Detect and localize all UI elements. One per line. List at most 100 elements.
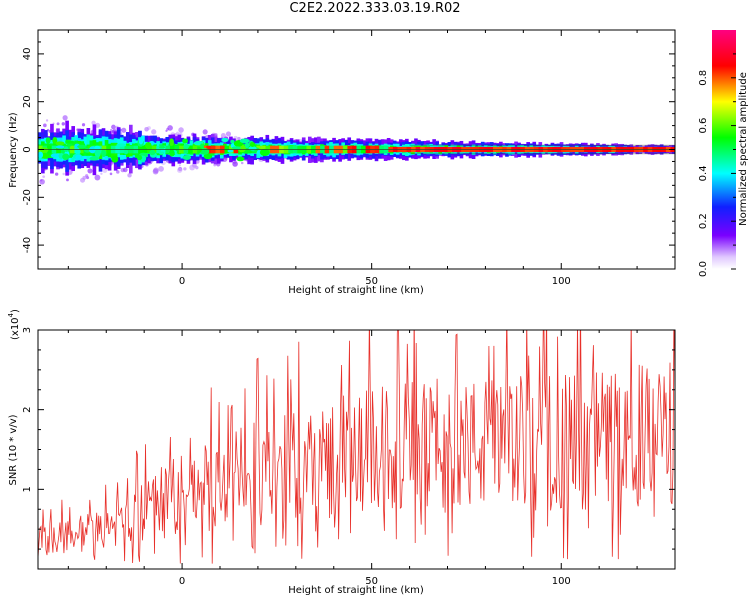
spectrogram-blob <box>227 149 234 153</box>
spectrogram-blob <box>203 153 213 160</box>
spectrogram-speckle <box>177 167 183 173</box>
spectrogram-speckle <box>167 125 173 131</box>
spectrogram-blob <box>77 144 87 149</box>
spectrogram-blob <box>231 146 241 150</box>
snr-multiplier-exponent: 4 <box>7 312 15 317</box>
spectrogram-blob <box>149 149 156 156</box>
x-tick-label: 50 <box>365 276 378 287</box>
spectrogram-ticks: 0 50 100 -40 -20 0 20 40 <box>22 30 676 287</box>
spectrogram-blob <box>62 153 70 161</box>
spectrogram-heatmap <box>38 115 679 185</box>
spectrogram-cell <box>675 145 679 153</box>
spectrogram-blob <box>236 156 245 162</box>
spectrogram-cell <box>675 147 679 152</box>
spectrogram-blob <box>159 151 165 155</box>
spectrogram-speckle <box>39 178 45 185</box>
spectrogram-blob <box>182 138 189 144</box>
spectrogram-speckle <box>55 172 59 176</box>
snr-ticks: 0 50 100 1 2 3 <box>22 327 676 587</box>
spectrogram-blob <box>116 143 127 147</box>
y-tick-label: 20 <box>22 95 33 108</box>
spectrogram-blob <box>182 154 192 160</box>
spectrogram-speckle <box>195 165 199 170</box>
spectrogram-speckle <box>183 167 187 171</box>
spectrogram-blob <box>221 137 229 143</box>
spectrogram-speckle <box>111 124 116 130</box>
spectrogram-speckle <box>122 167 128 173</box>
spectrogram-speckle <box>85 174 89 178</box>
spectrogram-blob <box>237 144 246 153</box>
spectrogram-speckle <box>100 172 103 175</box>
spectrogram-blob <box>136 155 143 161</box>
spectrogram-x-axis-label: Height of straight line (km) <box>288 285 424 296</box>
spectrogram-blob <box>75 154 82 161</box>
spectrogram-speckle <box>66 178 69 182</box>
spectrogram-blob <box>145 142 152 149</box>
spectrogram-speckle <box>240 161 244 165</box>
spectrogram-speckle <box>127 173 132 178</box>
snr-panel: 0 50 100 1 2 3 Height of straight line (km) S… <box>7 309 676 596</box>
spectrogram-blob <box>66 140 75 144</box>
spectrogram-speckle <box>94 174 101 181</box>
spectrogram-speckle <box>45 119 49 122</box>
spectrogram-speckle <box>121 127 127 133</box>
spectrogram-blob <box>101 149 107 158</box>
spectrogram-speckle <box>62 172 65 176</box>
colorbar-tick-label: 0.4 <box>698 165 709 181</box>
spectrogram-speckle <box>82 175 87 180</box>
spectrogram-blob <box>89 156 99 161</box>
snr-x-tick-label: 100 <box>552 576 571 587</box>
snr-multiplier-base: (x10 <box>10 317 21 340</box>
spectrogram-blob <box>38 151 44 159</box>
spectrogram-speckle <box>144 126 149 132</box>
spectrogram-speckle <box>152 168 159 175</box>
snr-series-line <box>38 330 675 564</box>
spectrogram-speckle <box>109 172 113 176</box>
spectrogram-blob <box>239 138 250 144</box>
spectrogram-speckle <box>91 120 96 125</box>
spectrogram-speckle <box>178 127 184 133</box>
spectrogram-speckle <box>81 123 86 127</box>
spectrogram-blob <box>249 142 256 147</box>
snr-multiplier-close: ) <box>10 309 21 313</box>
spectrogram-speckle <box>116 170 120 174</box>
spectrogram-speckle <box>176 131 179 135</box>
spectrogram-panel: 0 50 100 -40 -20 0 20 40 Height of straight lin… <box>8 29 679 296</box>
snr-y-tick-label: 1 <box>22 486 33 492</box>
spectrogram-speckle <box>232 161 238 167</box>
spectrogram-blob <box>230 139 235 144</box>
spectrogram-blob <box>244 141 249 149</box>
spectrogram-cell <box>675 147 679 152</box>
spectrogram-speckle <box>109 128 113 132</box>
snr-y-multiplier: (x104) <box>7 309 21 340</box>
spectrogram-speckle <box>158 166 164 172</box>
spectrogram-speckle <box>165 129 168 133</box>
spectrogram-blob <box>50 153 60 158</box>
spectrogram-speckle <box>61 122 66 126</box>
spectrogram-blob <box>111 155 119 163</box>
spectrogram-blob <box>55 145 65 149</box>
snr-x-axis-label: Height of straight line (km) <box>288 585 424 596</box>
spectrogram-speckle <box>237 136 241 141</box>
spectrogram-speckle <box>62 115 68 121</box>
spectrogram-speckle <box>225 131 232 137</box>
spectrogram-speckle <box>56 122 60 126</box>
colorbar-tick-label: 0.0 <box>698 261 709 277</box>
snr-y-tick-label: 2 <box>22 406 33 412</box>
chart-title: C2E2.2022.333.03.19.R02 <box>289 1 461 16</box>
svg-text:(x104): (x104) <box>7 309 21 340</box>
spectrogram-blob <box>74 148 81 155</box>
spectrogram-blob <box>94 150 101 158</box>
spectrogram-blob <box>45 137 51 144</box>
spectrogram-y-axis-label: Frequency (Hz) <box>8 112 19 188</box>
snr-x-tick-label: 50 <box>365 576 378 587</box>
colorbar-tick-label: 0.8 <box>698 70 709 86</box>
x-tick-label: 100 <box>552 276 571 287</box>
spectrogram-blob <box>138 137 144 145</box>
spectrogram-blob <box>169 138 174 146</box>
snr-y-axis-label: SNR (10 * v/v) <box>8 414 19 485</box>
spectrogram-blob <box>94 145 101 150</box>
snr-x-tick-label: 0 <box>179 576 185 587</box>
spectrogram-blob <box>159 145 166 149</box>
